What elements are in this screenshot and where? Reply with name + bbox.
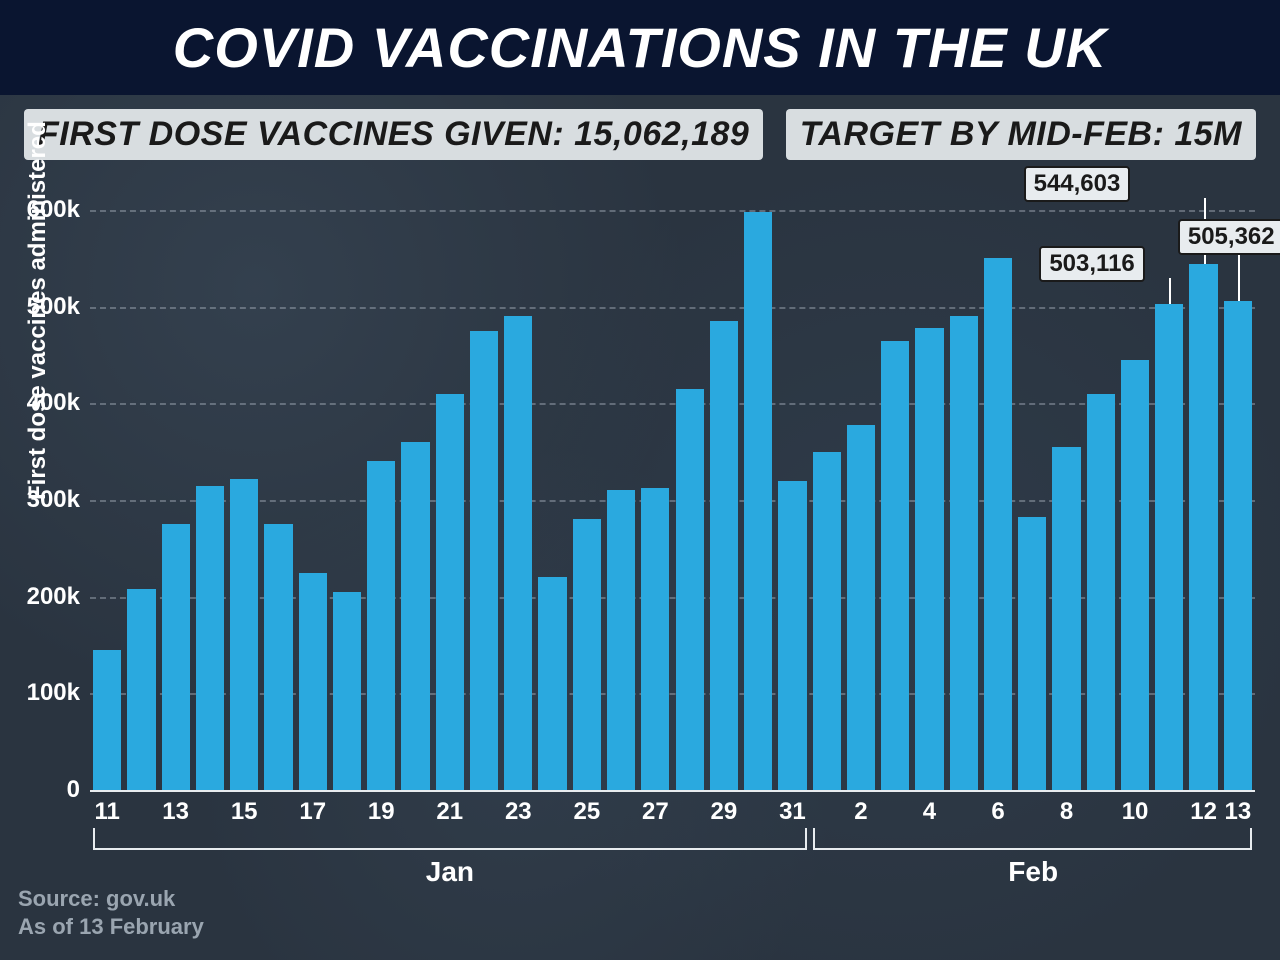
bar: [1189, 264, 1217, 790]
bar: [401, 442, 429, 790]
bar: [299, 573, 327, 791]
bar: [470, 331, 498, 790]
callout-label: 544,603: [1024, 166, 1131, 202]
x-tick-label: 29: [706, 798, 742, 826]
bar: [881, 341, 909, 791]
bar: [950, 316, 978, 790]
x-tick-label: 25: [569, 798, 605, 826]
source-line2: As of 13 February: [18, 913, 204, 942]
x-tick-label: 15: [226, 798, 262, 826]
callout-leader: [1238, 251, 1240, 301]
bar-chart: 0100k200k300k400k500k600k111315171921232…: [90, 210, 1255, 790]
bar: [813, 452, 841, 790]
bar: [162, 524, 190, 790]
month-label: Feb: [1008, 856, 1058, 888]
info-box-total: FIRST DOSE VACCINES GIVEN: 15,062,189: [24, 109, 763, 160]
bar: [984, 258, 1012, 790]
bar: [333, 592, 361, 790]
bar: [367, 461, 395, 790]
y-tick-label: 300k: [10, 486, 80, 514]
bar: [538, 577, 566, 790]
bar: [1121, 360, 1149, 790]
bar: [676, 389, 704, 790]
bar: [504, 316, 532, 790]
x-tick-label: 19: [363, 798, 399, 826]
info-row: FIRST DOSE VACCINES GIVEN: 15,062,189 TA…: [0, 95, 1280, 160]
x-axis-line: [90, 790, 1255, 792]
x-tick-label: 8: [1049, 798, 1085, 826]
bar: [127, 589, 155, 790]
y-tick-label: 400k: [10, 389, 80, 417]
x-tick-label: 27: [637, 798, 673, 826]
bar: [778, 481, 806, 790]
y-tick-label: 0: [10, 776, 80, 804]
x-tick-label: 2: [843, 798, 879, 826]
bar: [710, 321, 738, 790]
bar: [93, 650, 121, 790]
grid-line: [90, 403, 1255, 405]
callout-leader: [1169, 278, 1171, 304]
bar: [607, 490, 635, 790]
source-text: Source: gov.uk As of 13 February: [18, 885, 204, 942]
bar: [1052, 447, 1080, 790]
grid-line: [90, 210, 1255, 212]
bar: [264, 524, 292, 790]
x-tick-label: 11: [89, 798, 125, 826]
bar: [436, 394, 464, 790]
y-tick-label: 100k: [10, 679, 80, 707]
bar: [1087, 394, 1115, 790]
x-tick-label: 4: [911, 798, 947, 826]
bar: [1018, 517, 1046, 790]
bar: [915, 328, 943, 790]
callout-label: 503,116: [1039, 246, 1144, 282]
info-box-target: TARGET BY MID-FEB: 15M: [786, 109, 1256, 160]
y-tick-label: 200k: [10, 583, 80, 611]
x-tick-label: 12: [1186, 798, 1222, 826]
month-label: Jan: [426, 856, 474, 888]
x-tick-label: 10: [1117, 798, 1153, 826]
bar: [573, 519, 601, 790]
x-tick-label: 31: [774, 798, 810, 826]
bar: [230, 479, 258, 790]
bar: [744, 212, 772, 790]
x-tick-label: 6: [980, 798, 1016, 826]
bar: [196, 486, 224, 791]
grid-line: [90, 307, 1255, 309]
bar: [641, 488, 669, 790]
bar: [1155, 304, 1183, 790]
y-tick-label: 600k: [10, 196, 80, 224]
page-title: COVID VACCINATIONS IN THE UK: [173, 15, 1107, 80]
x-tick-label: 13: [1220, 798, 1256, 826]
month-bracket: [813, 828, 1252, 850]
callout-label: 505,362: [1178, 219, 1280, 255]
x-tick-label: 23: [500, 798, 536, 826]
month-bracket: [93, 828, 807, 850]
x-tick-label: 17: [295, 798, 331, 826]
bar: [1224, 301, 1252, 790]
y-tick-label: 500k: [10, 293, 80, 321]
bar: [847, 425, 875, 790]
x-tick-label: 21: [432, 798, 468, 826]
header-bar: COVID VACCINATIONS IN THE UK: [0, 0, 1280, 95]
source-line1: Source: gov.uk: [18, 885, 204, 914]
x-tick-label: 13: [158, 798, 194, 826]
